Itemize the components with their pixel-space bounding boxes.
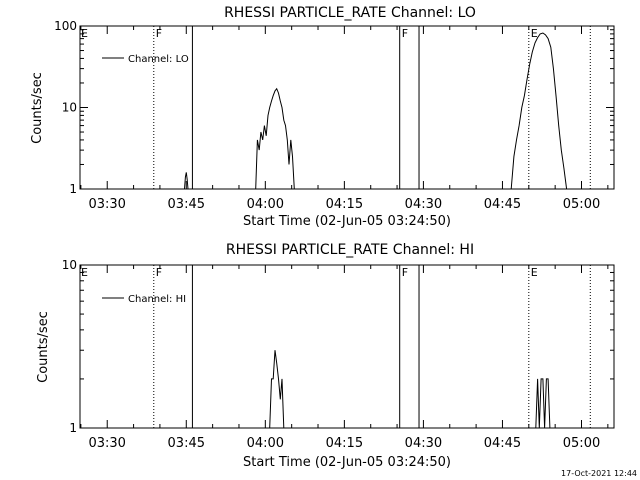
panel-hi-y-axis-title: Counts/sec: [36, 311, 51, 383]
panel-hi-y-tick-labels: 1 10: [62, 258, 77, 435]
panel-lo-series-line: [184, 172, 189, 190]
panel-hi-marker-label: F: [156, 266, 162, 279]
panel-lo-series-line: [255, 87, 295, 190]
panel-lo-series-line: [510, 32, 568, 190]
panel-hi-legend: Channel: HI: [102, 294, 186, 305]
panel-lo-y-axis-title: Counts/sec: [30, 72, 45, 144]
panel-hi-legend-label: Channel: HI: [128, 294, 186, 305]
panel-hi-marker-label: F: [402, 266, 408, 279]
panel-lo-y-tick-label: 1: [69, 182, 77, 196]
panel-lo-x-tick-label: 04:00: [247, 197, 284, 212]
panel-lo-series-lines: [184, 32, 568, 190]
panel-hi-x-tick-label: 04:30: [405, 436, 442, 451]
panel-hi-x-tick-label: 04:15: [326, 436, 363, 451]
panel-lo-x-tick-labels: 03:30 03:45 04:00 04:15 04:30 04:45 05:00: [88, 197, 600, 212]
panel-hi-series-line: [269, 350, 286, 429]
panel-hi-x-tick-label: 04:45: [484, 436, 521, 451]
panel-hi-series-line: [535, 378, 552, 429]
panel-lo-x-tick-label: 04:30: [405, 197, 442, 212]
panel-hi-marker-label: E: [81, 266, 88, 279]
panel-hi-x-axis-title: Start Time (02-Jun-05 03:24:50): [243, 455, 451, 470]
panel-lo-legend: Channel: LO: [102, 54, 189, 65]
panel-hi-x-tick-label: 03:45: [168, 436, 205, 451]
panel-lo-marker-label: F: [156, 27, 162, 40]
panel-hi-x-tick-label: 04:00: [247, 436, 284, 451]
panel-lo-title: RHESSI PARTICLE_RATE Channel: LO: [224, 5, 476, 21]
panel-lo-x-tick-label: 04:15: [326, 197, 363, 212]
panel-lo-y-tick-labels: 1 10 100: [54, 19, 77, 196]
panel-hi-x-tick-label: 05:00: [563, 436, 600, 451]
panel-hi-y-tick-label: 1: [69, 421, 77, 435]
panel-lo-axis-ticks: [80, 25, 614, 190]
panel-lo-x-tick-label: 04:45: [484, 197, 521, 212]
panel-hi-x-tick-label: 03:30: [88, 436, 125, 451]
panel-lo-x-tick-label: 03:30: [88, 197, 125, 212]
panel-lo-legend-label: Channel: LO: [128, 54, 189, 65]
panel-lo-x-tick-label: 05:00: [563, 197, 600, 212]
panel-hi-series-lines: [269, 350, 552, 429]
panel-lo-marker-label: E: [531, 27, 538, 40]
panel-lo-x-axis-title: Start Time (02-Jun-05 03:24:50): [243, 214, 451, 229]
panel-hi-y-tick-label: 10: [62, 258, 77, 272]
panel-hi-title: RHESSI PARTICLE_RATE Channel: HI: [226, 242, 474, 258]
panel-lo-marker-label: F: [402, 27, 408, 40]
panel-hi-x-tick-labels: 03:30 03:45 04:00 04:15 04:30 04:45 05:00: [88, 436, 600, 451]
panel-lo-y-tick-label: 10: [62, 101, 77, 115]
footer-timestamp: 17-Oct-2021 12:44: [561, 469, 637, 478]
panel-lo-x-tick-label: 03:45: [168, 197, 205, 212]
panel-hi-marker-label: E: [531, 266, 538, 279]
panel-hi-axis-ticks: [80, 264, 614, 429]
panel-lo-y-tick-label: 100: [54, 19, 77, 33]
panel-lo-marker-label: E: [81, 27, 88, 40]
